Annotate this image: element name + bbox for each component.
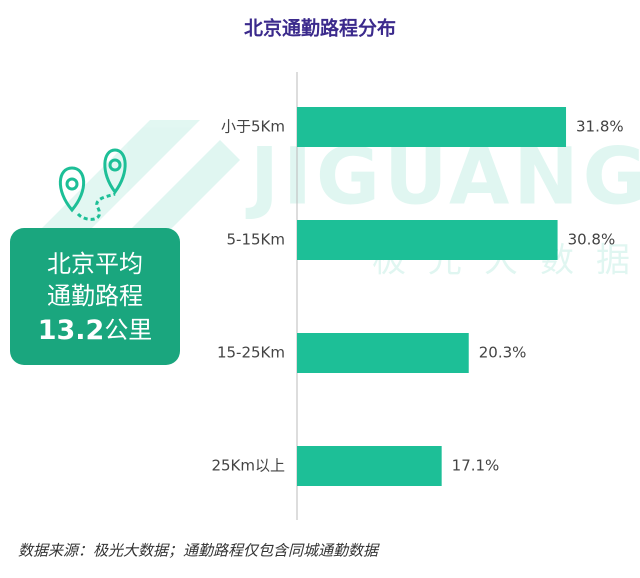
bar	[297, 446, 442, 486]
value-label: 20.3%	[479, 344, 527, 362]
annotation-line: 通勤路程	[47, 282, 143, 310]
y-tick-label: 小于5Km	[221, 118, 285, 136]
y-tick-label: 5-15Km	[227, 231, 286, 249]
watermark-text: JIGUANG	[245, 132, 640, 222]
annotation-unit: 公里	[104, 316, 152, 344]
annotation-value: 13.2公里	[38, 315, 153, 346]
bar	[297, 220, 558, 260]
chart-title: 北京通勤路程分布	[244, 17, 396, 40]
watermark-logo	[40, 120, 240, 250]
annotation-number: 13.2	[38, 315, 105, 346]
value-label: 17.1%	[452, 457, 500, 475]
bar	[297, 107, 567, 147]
value-label: 30.8%	[568, 231, 616, 249]
annotation-line: 北京平均	[47, 250, 143, 278]
y-tick-label: 15-25Km	[217, 344, 285, 362]
annotation-box	[10, 228, 180, 365]
source-note: 数据来源：极光大数据；通勤路程仅包含同城通勤数据	[18, 542, 380, 560]
bar	[297, 333, 469, 373]
y-tick-label: 25Km以上	[211, 457, 285, 475]
value-label: 31.8%	[576, 118, 624, 136]
pin-icon	[58, 148, 127, 221]
